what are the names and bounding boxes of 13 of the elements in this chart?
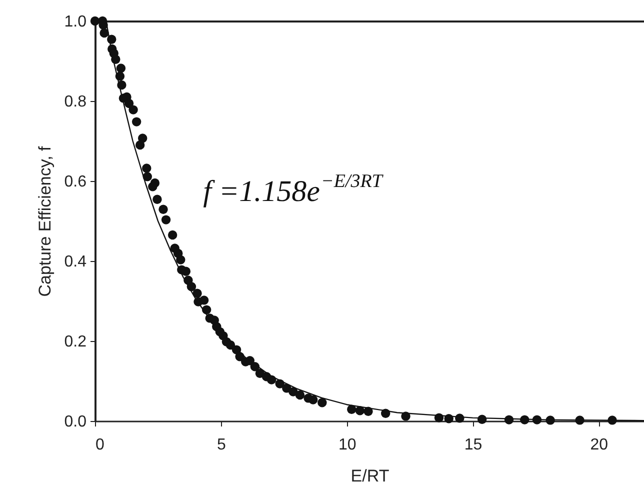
y-tick-label: 0.0 — [64, 414, 87, 430]
y-tick-label: 0.4 — [64, 254, 87, 270]
x-tick-label: 5 — [216, 436, 226, 454]
y-tick-label: 0.8 — [64, 94, 87, 110]
x-tick-label: 20 — [590, 436, 608, 454]
y-axis-title: Capture Efficiency, f — [35, 146, 54, 297]
x-tick-label: 10 — [338, 436, 356, 454]
x-tick-label: 15 — [464, 436, 482, 454]
y-tick-label: 0.2 — [64, 334, 87, 350]
x-axis-title: E/RT — [350, 466, 390, 486]
y-tick-label: 1.0 — [64, 14, 87, 30]
x-tick-label: 0 — [96, 436, 104, 454]
y-tick-label: 0.6 — [64, 174, 87, 190]
